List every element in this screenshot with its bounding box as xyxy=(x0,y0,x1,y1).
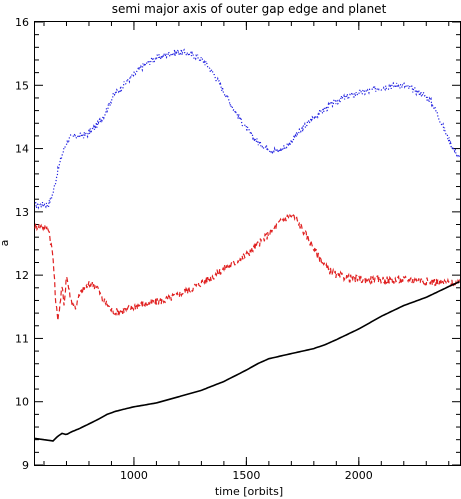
x-tick-label: 1000 xyxy=(120,469,148,482)
plot-frame xyxy=(34,21,461,466)
y-tick-label: 11 xyxy=(15,332,29,345)
y-tick-label: 12 xyxy=(15,269,29,282)
axis-ticks: 1000 1500 2000 9 10 11 12 13 14 15 16 xyxy=(15,16,460,482)
x-tick-label: 2000 xyxy=(345,469,373,482)
y-tick-label: 9 xyxy=(22,459,29,472)
y-tick-label: 10 xyxy=(15,396,29,409)
y-tick-label: 16 xyxy=(15,16,29,29)
y-tick-label: 14 xyxy=(15,143,29,156)
y-tick-label: 13 xyxy=(15,206,29,219)
series-line-2 xyxy=(34,213,461,321)
series-line-1 xyxy=(34,48,461,210)
chart-title: semi major axis of outer gap edge and pl… xyxy=(112,2,387,16)
y-tick-label: 15 xyxy=(15,79,29,92)
x-axis-label: time [orbits] xyxy=(215,485,283,498)
series-layer xyxy=(34,48,461,442)
x-tick-label: 1500 xyxy=(232,469,260,482)
y-axis-label: a xyxy=(0,240,11,247)
series-line-3 xyxy=(34,280,460,442)
